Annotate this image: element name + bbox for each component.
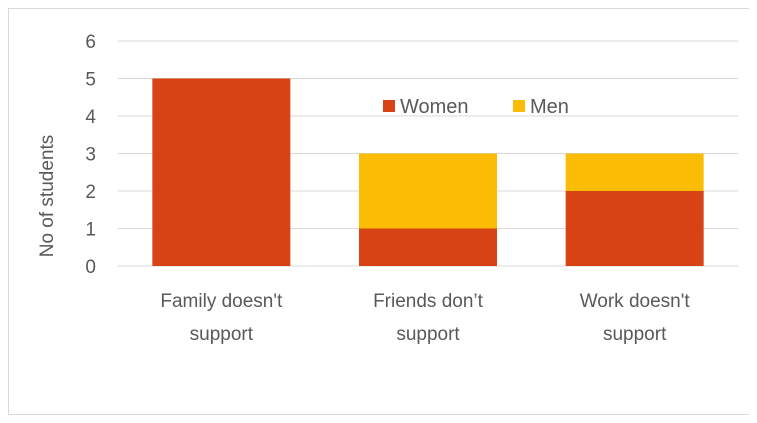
legend: Women Men: [383, 96, 569, 118]
legend-label-women: Women: [400, 96, 469, 118]
x-category-label: Friends don’t: [373, 291, 484, 312]
y-tick-label: 2: [85, 182, 96, 203]
x-category-label: support: [396, 324, 460, 345]
y-tick-label: 3: [85, 145, 96, 166]
x-category-label: Work doesn't: [580, 291, 691, 312]
bar-men-3: [565, 153, 704, 191]
y-tick-label: 4: [85, 107, 96, 128]
y-tick-label: 0: [85, 257, 96, 278]
bar-men-2: [359, 153, 497, 229]
y-tick-label: 6: [85, 32, 96, 53]
legend-label-men: Men: [530, 96, 569, 118]
x-category-label: support: [603, 324, 667, 345]
bar-women-1: [152, 78, 291, 266]
bars: [152, 78, 704, 266]
y-axis-ticks: 0 1 2 3 4 5 6: [85, 32, 96, 278]
y-tick-label: 1: [85, 220, 96, 241]
bar-women-3: [565, 191, 704, 266]
x-category-label: Family doesn't: [160, 291, 283, 312]
y-tick-label: 5: [85, 70, 96, 91]
x-category-label: support: [190, 324, 254, 345]
bar-women-2: [359, 228, 497, 266]
legend-swatch-women: [383, 100, 395, 112]
legend-swatch-men: [513, 100, 525, 112]
y-axis-title: No of students: [37, 135, 58, 258]
x-axis-categories: Family doesn't support Friends don’t suppor…: [160, 291, 690, 345]
